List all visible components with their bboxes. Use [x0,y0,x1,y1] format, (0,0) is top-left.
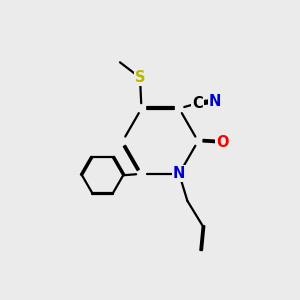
Text: S: S [135,70,145,85]
Text: O: O [216,135,228,150]
Text: N: N [209,94,221,109]
Text: N: N [173,166,185,181]
Text: C: C [192,96,203,111]
